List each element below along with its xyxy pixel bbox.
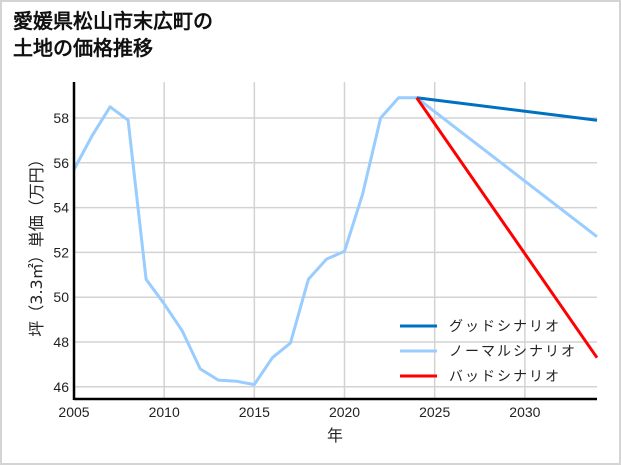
x-tick-label: 2030 [509,404,540,420]
y-tick-label: 54 [53,200,69,216]
x-tick-label: 2005 [58,404,89,420]
data-lines [72,96,599,387]
x-tick-labels: 2005 2010 2015 2020 2025 2030 [58,404,540,420]
y-axis-label: 坪（3.3㎡）単価（万円） [27,151,46,336]
legend-label: ノーマルシナリオ [449,344,577,360]
title-line-1: 愛媛県松山市末広町の [13,9,213,33]
x-tick-label: 2010 [149,404,180,420]
y-tick-label: 50 [53,289,69,305]
axes [72,82,597,401]
y-tick-label: 58 [53,110,69,126]
title-line-2: 土地の価格推移 [13,36,153,60]
series-line [72,96,417,387]
series-line [415,96,598,238]
y-tick-label: 56 [53,155,69,171]
series-line [416,96,598,122]
y-tick-label: 46 [53,379,69,395]
x-tick-label: 2025 [419,404,450,420]
grid-lines [74,82,597,399]
y-tick-label: 48 [53,334,69,350]
x-tick-label: 2015 [239,404,270,420]
y-tick-label: 52 [53,244,69,260]
legend-label: グッドシナリオ [449,319,561,335]
legend-label: バッドシナリオ [449,369,561,385]
series-line [415,96,599,359]
chart-title: 愛媛県松山市末広町の 土地の価格推移 [13,8,213,62]
x-tick-label: 2020 [329,404,360,420]
x-axis-label: 年 [327,426,343,445]
y-tick-labels: 46 48 50 52 54 56 58 [53,110,69,395]
